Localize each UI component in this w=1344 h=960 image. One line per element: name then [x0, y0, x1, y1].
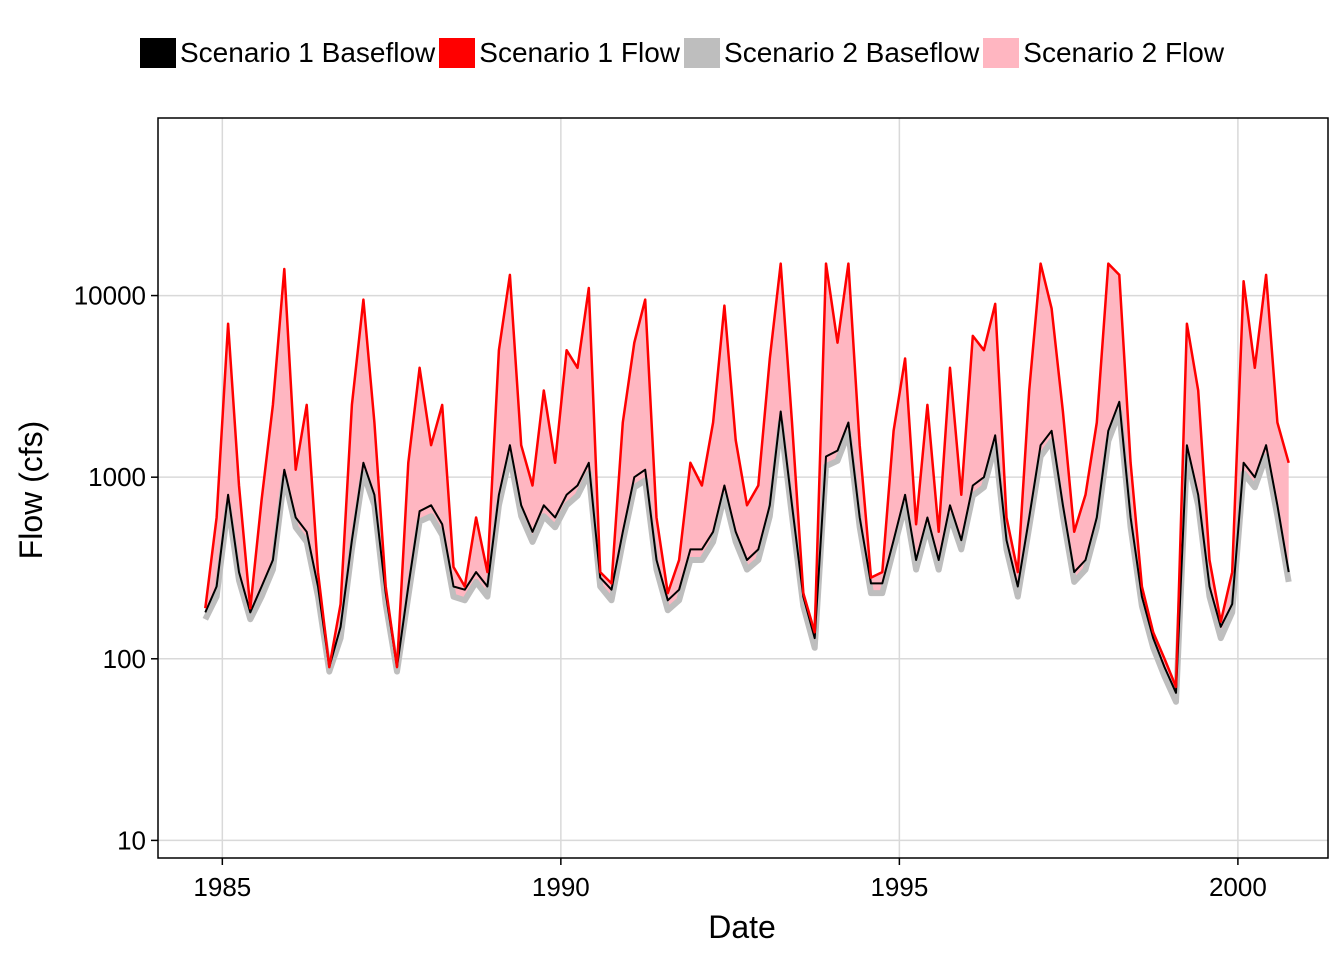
x-tick-label-2000: 2000	[1209, 872, 1267, 902]
x-axis-label: Date	[708, 909, 776, 945]
legend-item-scenario2-flow: Scenario 2 Flow	[983, 37, 1224, 69]
line-scenario1-flow	[204, 262, 1290, 689]
x-tick-label-1995: 1995	[870, 872, 928, 902]
legend-swatch-scenario1-flow	[439, 38, 476, 68]
legend-item-scenario2-baseflow: Scenario 2 Baseflow	[684, 37, 979, 69]
flow-line-layer	[202, 262, 1292, 705]
y-axis-ticks: 10 100 1000 10000	[74, 281, 158, 855]
legend-label-scenario1-baseflow: Scenario 1 Baseflow	[180, 37, 436, 68]
y-tick-label-1000: 1000	[88, 462, 146, 492]
legend-swatch-scenario2-baseflow	[684, 38, 721, 68]
legend-item-scenario1-baseflow: Scenario 1 Baseflow	[140, 37, 435, 69]
y-tick-label-10: 10	[117, 825, 146, 855]
legend-swatch-scenario2-flow	[983, 38, 1020, 68]
x-tick-label-1990: 1990	[532, 872, 590, 902]
x-tick-label-1985: 1985	[193, 872, 251, 902]
legend-swatch-scenario1-baseflow	[140, 38, 176, 68]
legend-label-scenario2-baseflow: Scenario 2 Baseflow	[724, 37, 980, 68]
legend-label-scenario2-flow: Scenario 2 Flow	[1023, 37, 1225, 68]
x-axis-ticks: 1985 1990 1995 2000	[193, 858, 1267, 902]
legend-item-scenario1-flow: Scenario 1 Flow	[439, 37, 680, 69]
legend: Scenario 1 Baseflow Scenario 1 Flow Scen…	[140, 36, 1228, 70]
y-tick-label-100: 100	[103, 644, 146, 674]
line-scenario2-baseflow	[202, 409, 1292, 705]
y-tick-label-10000: 10000	[74, 281, 146, 311]
plot-panel-border	[157, 117, 1329, 859]
y-axis-label: Flow (cfs)	[13, 421, 49, 560]
legend-label-scenario1-flow: Scenario 1 Flow	[479, 37, 681, 68]
